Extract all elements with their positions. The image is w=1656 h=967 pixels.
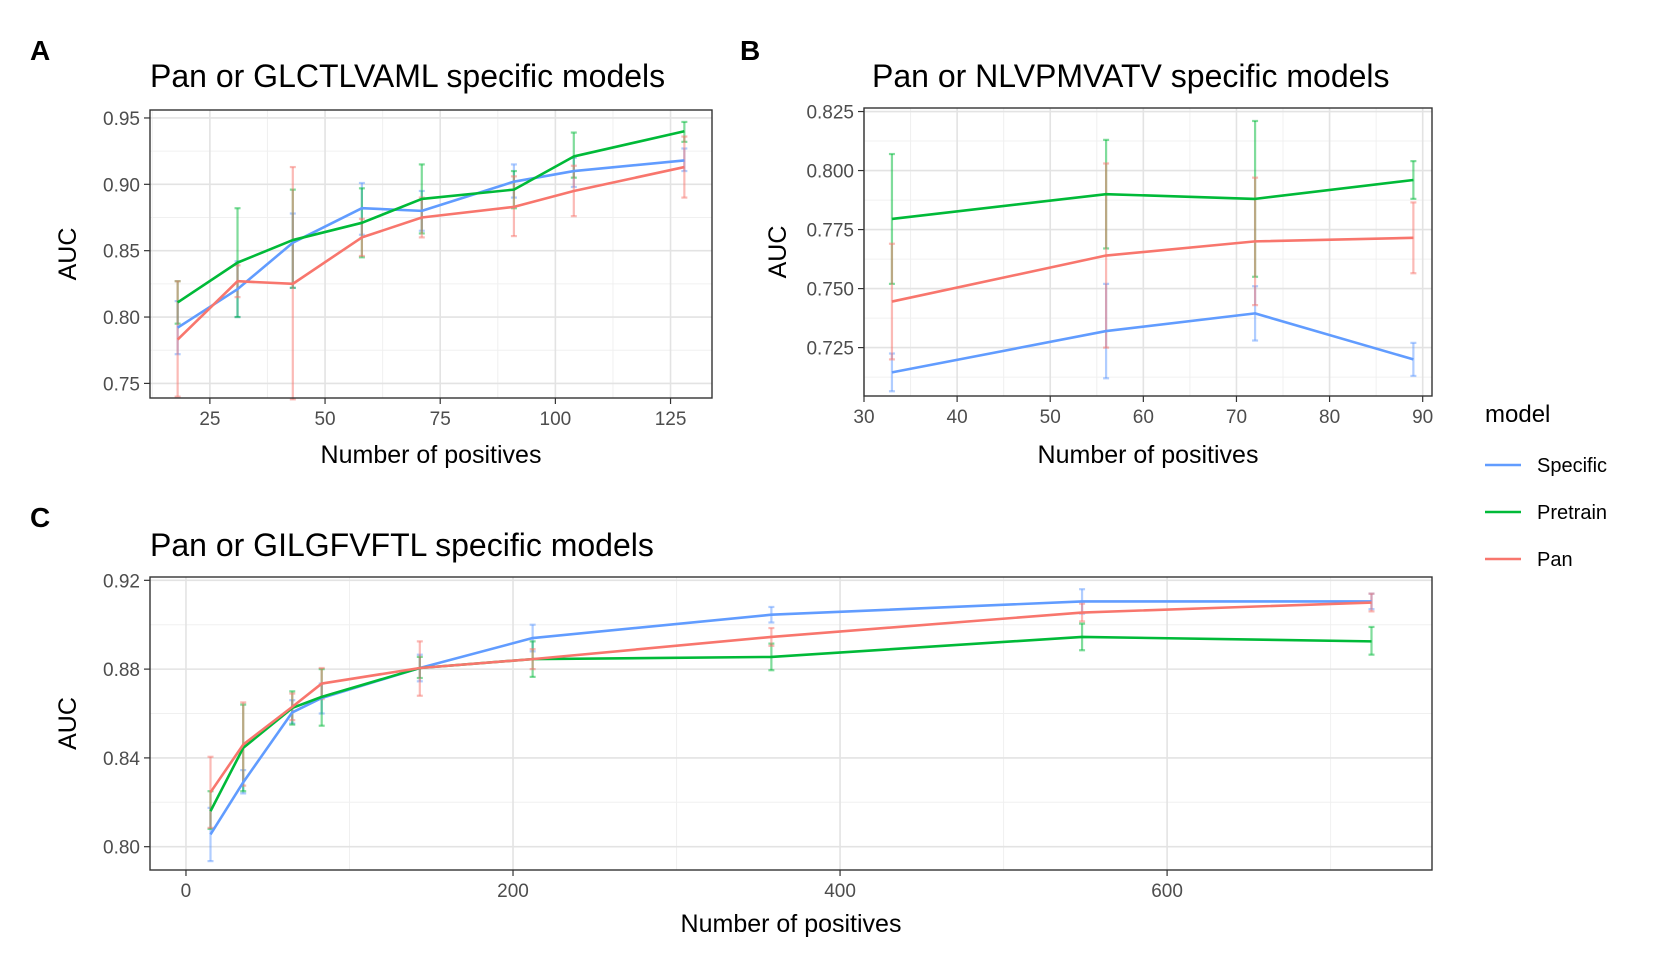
chart-panel-b: Pan or NLVPMVATV specific models 30 40 50 60… xyxy=(764,58,1433,469)
y-tick-label: 0.90 xyxy=(103,175,140,196)
x-tick-label: 90 xyxy=(1412,407,1433,428)
x-tick-label: 200 xyxy=(497,881,529,902)
series-line-pan xyxy=(176,165,685,341)
x-tick-label: 40 xyxy=(947,407,968,428)
y-tick-label: 0.825 xyxy=(806,103,854,124)
y-tick-label: 0.92 xyxy=(103,571,140,592)
series-line-pan xyxy=(209,601,1372,794)
legend-label-specific: Specific xyxy=(1537,455,1607,477)
chart-title: Pan or GLCTLVAML specific models xyxy=(150,58,665,94)
y-tick-label: 0.85 xyxy=(103,242,140,263)
y-tick-label: 0.88 xyxy=(103,660,140,681)
series-line-pretrain xyxy=(176,129,685,304)
legend-label-pan: Pan xyxy=(1537,549,1573,571)
y-tick-label: 0.75 xyxy=(103,374,140,395)
y-tick-label: 0.800 xyxy=(806,162,854,183)
series-line-specific xyxy=(176,159,685,329)
x-tick-label: 600 xyxy=(1151,881,1183,902)
legend-label-pretrain: Pretrain xyxy=(1537,502,1607,524)
x-tick-label: 30 xyxy=(853,407,874,428)
x-axis-label: Number of positives xyxy=(1038,441,1259,469)
chart-title: Pan or NLVPMVATV specific models xyxy=(872,58,1390,94)
panel-border xyxy=(149,576,1433,871)
x-tick-label: 50 xyxy=(1040,407,1061,428)
series-line-pretrain xyxy=(891,178,1414,221)
chart-panel-c: Pan or GILGFVFTL specific models 0 200 400 6… xyxy=(54,527,1433,938)
x-tick-label: 0 xyxy=(181,881,192,902)
x-tick-label: 50 xyxy=(314,409,335,430)
y-tick-label: 0.84 xyxy=(103,749,140,770)
x-tick-label: 125 xyxy=(655,409,687,430)
panel-border xyxy=(149,109,713,399)
y-tick-label: 0.80 xyxy=(103,838,140,859)
y-axis-label: AUC xyxy=(764,226,792,279)
panel-letter-c: C xyxy=(30,502,50,533)
chart-panel-a: Pan or GLCTLVAML specific models 25 50 75 10… xyxy=(54,58,713,469)
y-tick-label: 0.95 xyxy=(103,109,140,130)
chart-title: Pan or GILGFVFTL specific models xyxy=(150,527,654,563)
series-line-pretrain xyxy=(209,635,1372,812)
x-tick-label: 75 xyxy=(430,409,451,430)
x-tick-label: 60 xyxy=(1133,407,1154,428)
x-axis-label: Number of positives xyxy=(321,441,542,469)
panel-border xyxy=(863,107,1433,397)
x-tick-label: 70 xyxy=(1226,407,1247,428)
y-axis-label: AUC xyxy=(54,697,82,750)
x-axis-label: Number of positives xyxy=(681,910,902,938)
x-tick-label: 400 xyxy=(824,881,856,902)
series-line-specific xyxy=(891,312,1414,374)
panel-letter-a: A xyxy=(30,35,50,66)
series-line-pan xyxy=(891,236,1414,303)
y-tick-label: 0.750 xyxy=(806,280,854,301)
legend: model Specific Pretrain Pan xyxy=(1485,401,1607,571)
x-tick-label: 100 xyxy=(540,409,572,430)
error-bar-pan xyxy=(681,135,688,199)
x-tick-label: 25 xyxy=(199,409,220,430)
y-axis-label: AUC xyxy=(54,228,82,281)
legend-title: model xyxy=(1485,401,1550,428)
y-tick-label: 0.775 xyxy=(806,221,854,242)
x-tick-label: 80 xyxy=(1319,407,1340,428)
y-tick-label: 0.80 xyxy=(103,308,140,329)
panel-letter-b: B xyxy=(740,35,760,66)
y-tick-label: 0.725 xyxy=(806,339,854,360)
